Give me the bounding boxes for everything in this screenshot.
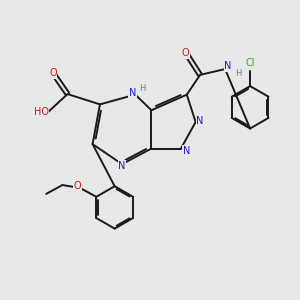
Text: H: H [140,84,146,93]
Text: N: N [118,160,126,171]
Text: N: N [196,116,204,126]
Text: N: N [129,88,136,98]
Text: N: N [224,61,232,71]
Text: Cl: Cl [245,58,255,68]
Text: H: H [235,69,242,78]
Text: N: N [183,146,190,156]
Text: O: O [74,181,81,190]
Text: O: O [49,68,57,78]
Text: O: O [182,48,189,58]
Text: HO: HO [34,107,49,117]
